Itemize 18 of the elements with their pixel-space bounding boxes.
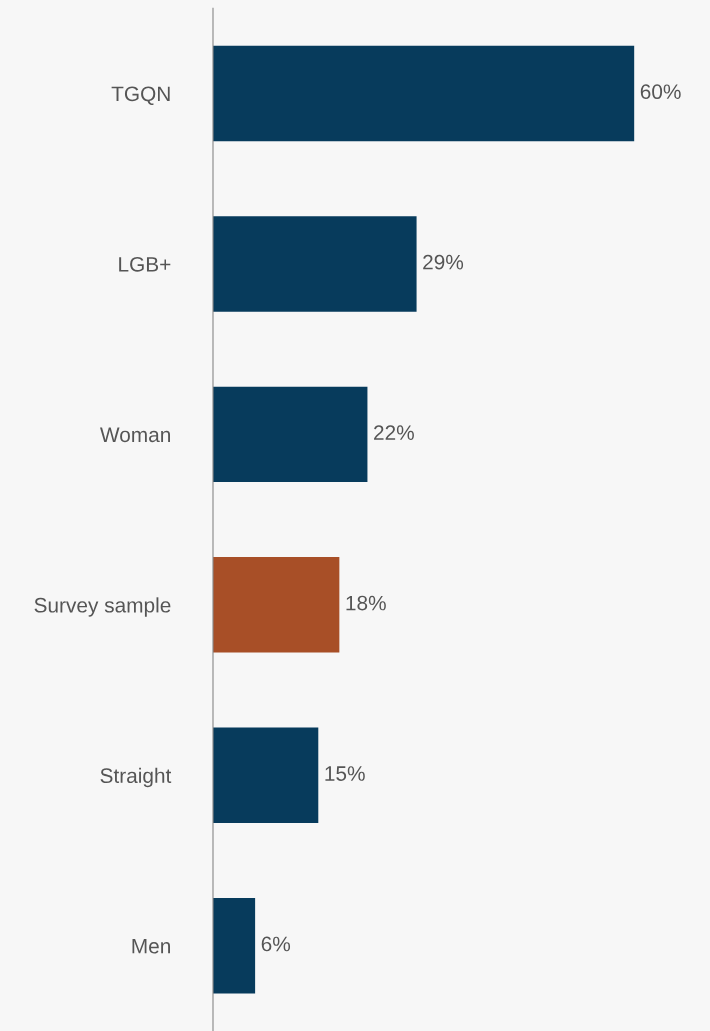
y-tick-label: Survey sample	[34, 597, 171, 617]
data-label: 6%	[261, 936, 291, 952]
y-tick-label: Woman	[100, 427, 170, 443]
data-label: 22%	[374, 425, 414, 440]
y-tick-label: Straight	[100, 767, 172, 788]
bar	[213, 557, 340, 653]
bar	[213, 386, 368, 483]
data-label: 60%	[640, 84, 681, 100]
data-label: 15%	[325, 766, 365, 781]
bar	[213, 727, 319, 824]
y-tick-label: TGQN	[111, 86, 170, 105]
bar	[213, 216, 417, 312]
data-label: 29%	[423, 254, 464, 270]
y-tick-label: LGB+	[119, 256, 171, 272]
y-tick-label: Men	[132, 938, 170, 954]
bar	[213, 898, 256, 994]
data-label: 18%	[346, 595, 386, 611]
bar	[213, 45, 635, 142]
